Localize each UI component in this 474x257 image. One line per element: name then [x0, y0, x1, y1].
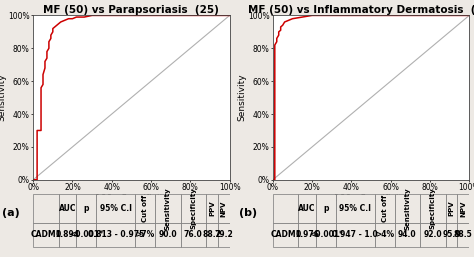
Bar [273, 194, 298, 223]
Text: Specificity: Specificity [190, 188, 196, 229]
Bar [218, 194, 229, 223]
Bar [298, 194, 316, 223]
Bar [155, 223, 181, 247]
Bar [457, 223, 469, 247]
Text: 92.0: 92.0 [424, 230, 442, 239]
Text: PPV: PPV [209, 201, 215, 216]
Bar [457, 194, 469, 223]
Bar [155, 194, 181, 223]
Text: p: p [83, 204, 89, 213]
Bar [298, 223, 316, 247]
Bar [33, 223, 59, 247]
Bar [96, 194, 135, 223]
Bar [375, 223, 395, 247]
Text: >7%: >7% [136, 230, 155, 239]
Text: 88.5: 88.5 [454, 230, 473, 239]
Text: (a): (a) [2, 208, 20, 218]
Text: AUC: AUC [59, 204, 76, 213]
Bar [273, 223, 298, 247]
Text: PPV: PPV [448, 201, 455, 216]
Bar [336, 194, 375, 223]
Bar [375, 194, 395, 223]
Bar [135, 194, 155, 223]
Bar [420, 223, 446, 247]
Text: AUC: AUC [299, 204, 316, 213]
Bar [59, 223, 76, 247]
Bar [33, 194, 59, 223]
Title: MF (50) vs Parapsoriasis  (25): MF (50) vs Parapsoriasis (25) [44, 5, 219, 15]
Bar [135, 223, 155, 247]
Text: 95.9: 95.9 [442, 230, 461, 239]
Text: Sensitivity: Sensitivity [165, 187, 171, 230]
Bar [76, 223, 96, 247]
Text: Specificity: Specificity [430, 188, 436, 229]
Bar [446, 194, 457, 223]
Bar [96, 223, 135, 247]
Y-axis label: Sensitivity: Sensitivity [0, 74, 7, 121]
Y-axis label: Sensitivity: Sensitivity [237, 74, 246, 121]
Text: p: p [323, 204, 328, 213]
Bar [206, 223, 218, 247]
X-axis label: 100 - Specificity: 100 - Specificity [334, 194, 408, 203]
Text: 94.0: 94.0 [398, 230, 417, 239]
Bar [76, 194, 96, 223]
Text: NPV: NPV [221, 200, 227, 217]
Text: Cut off: Cut off [382, 195, 388, 222]
Text: <0.001*: <0.001* [69, 230, 103, 239]
Bar [181, 223, 206, 247]
Bar [206, 194, 218, 223]
Text: 0.976: 0.976 [295, 230, 319, 239]
Title: MF (50) vs Inflammatory Dermatosis  (25): MF (50) vs Inflammatory Dermatosis (25) [248, 5, 474, 15]
Text: 0.947 - 1.0: 0.947 - 1.0 [332, 230, 378, 239]
Text: 88.2: 88.2 [202, 230, 221, 239]
Text: CADM1: CADM1 [270, 230, 301, 239]
Bar [316, 194, 336, 223]
Bar [420, 194, 446, 223]
Text: 0.813 - 0.975: 0.813 - 0.975 [88, 230, 144, 239]
Bar [181, 194, 206, 223]
Text: 79.2: 79.2 [214, 230, 233, 239]
Text: (b): (b) [239, 208, 257, 218]
Text: >4%: >4% [375, 230, 394, 239]
Text: NPV: NPV [460, 200, 466, 217]
X-axis label: 100 - Specificity: 100 - Specificity [95, 194, 168, 203]
Text: 76.0: 76.0 [184, 230, 203, 239]
Bar [395, 194, 420, 223]
Bar [59, 194, 76, 223]
Text: Cut off: Cut off [142, 195, 148, 222]
Text: CADM1: CADM1 [30, 230, 62, 239]
Bar [316, 223, 336, 247]
Bar [336, 223, 375, 247]
Bar [395, 223, 420, 247]
Text: 0.894: 0.894 [55, 230, 80, 239]
Text: Sensitivity: Sensitivity [404, 187, 410, 230]
Text: <0.001*: <0.001* [309, 230, 343, 239]
Text: 95% C.I: 95% C.I [339, 204, 371, 213]
Text: 90.0: 90.0 [158, 230, 177, 239]
Bar [218, 223, 229, 247]
Text: 95% C.I: 95% C.I [100, 204, 132, 213]
Bar [446, 223, 457, 247]
